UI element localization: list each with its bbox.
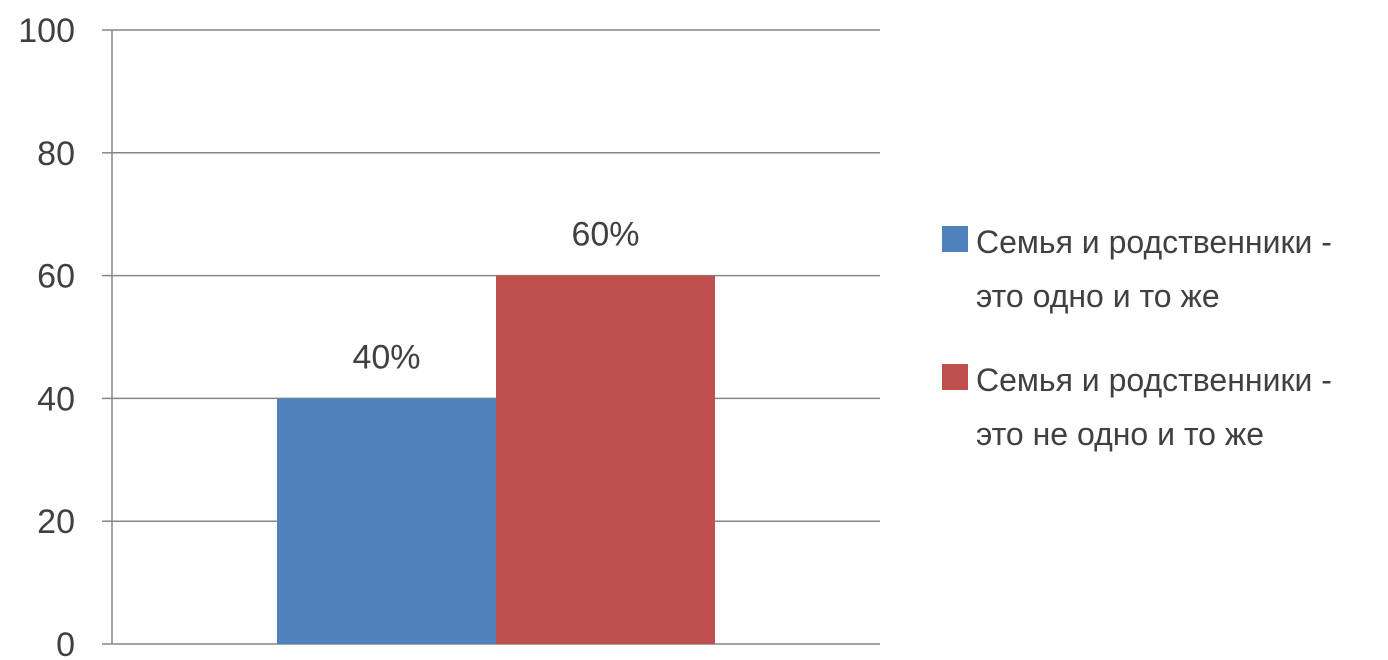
data-label-series-2: 60%	[571, 216, 639, 254]
y-tick-label: 80	[37, 135, 75, 173]
bar-series-2	[496, 275, 715, 644]
legend: Семья и родственники - это одно и то же Се…	[942, 224, 1332, 452]
y-tick-label: 40	[37, 380, 75, 418]
bar-series-1	[277, 398, 496, 644]
data-label-series-1: 40%	[352, 338, 420, 376]
legend-swatch-series-2	[942, 364, 968, 390]
bars	[277, 275, 715, 644]
legend-label-series-1: Семья и родственники -	[976, 224, 1332, 260]
y-tick-label: 60	[37, 258, 75, 296]
y-axis: 0 20 40 60 80 100	[18, 12, 113, 660]
legend-label-series-2: это не одно и то же	[976, 416, 1264, 452]
y-tick-label: 100	[18, 12, 75, 50]
legend-label-series-2: Семья и родственники -	[976, 362, 1332, 398]
legend-swatch-series-1	[942, 226, 968, 252]
data-labels: 40% 60%	[352, 216, 639, 377]
legend-label-series-1: это одно и то же	[976, 278, 1220, 314]
y-tick-label: 20	[37, 503, 75, 541]
y-tick-label: 0	[56, 626, 75, 660]
